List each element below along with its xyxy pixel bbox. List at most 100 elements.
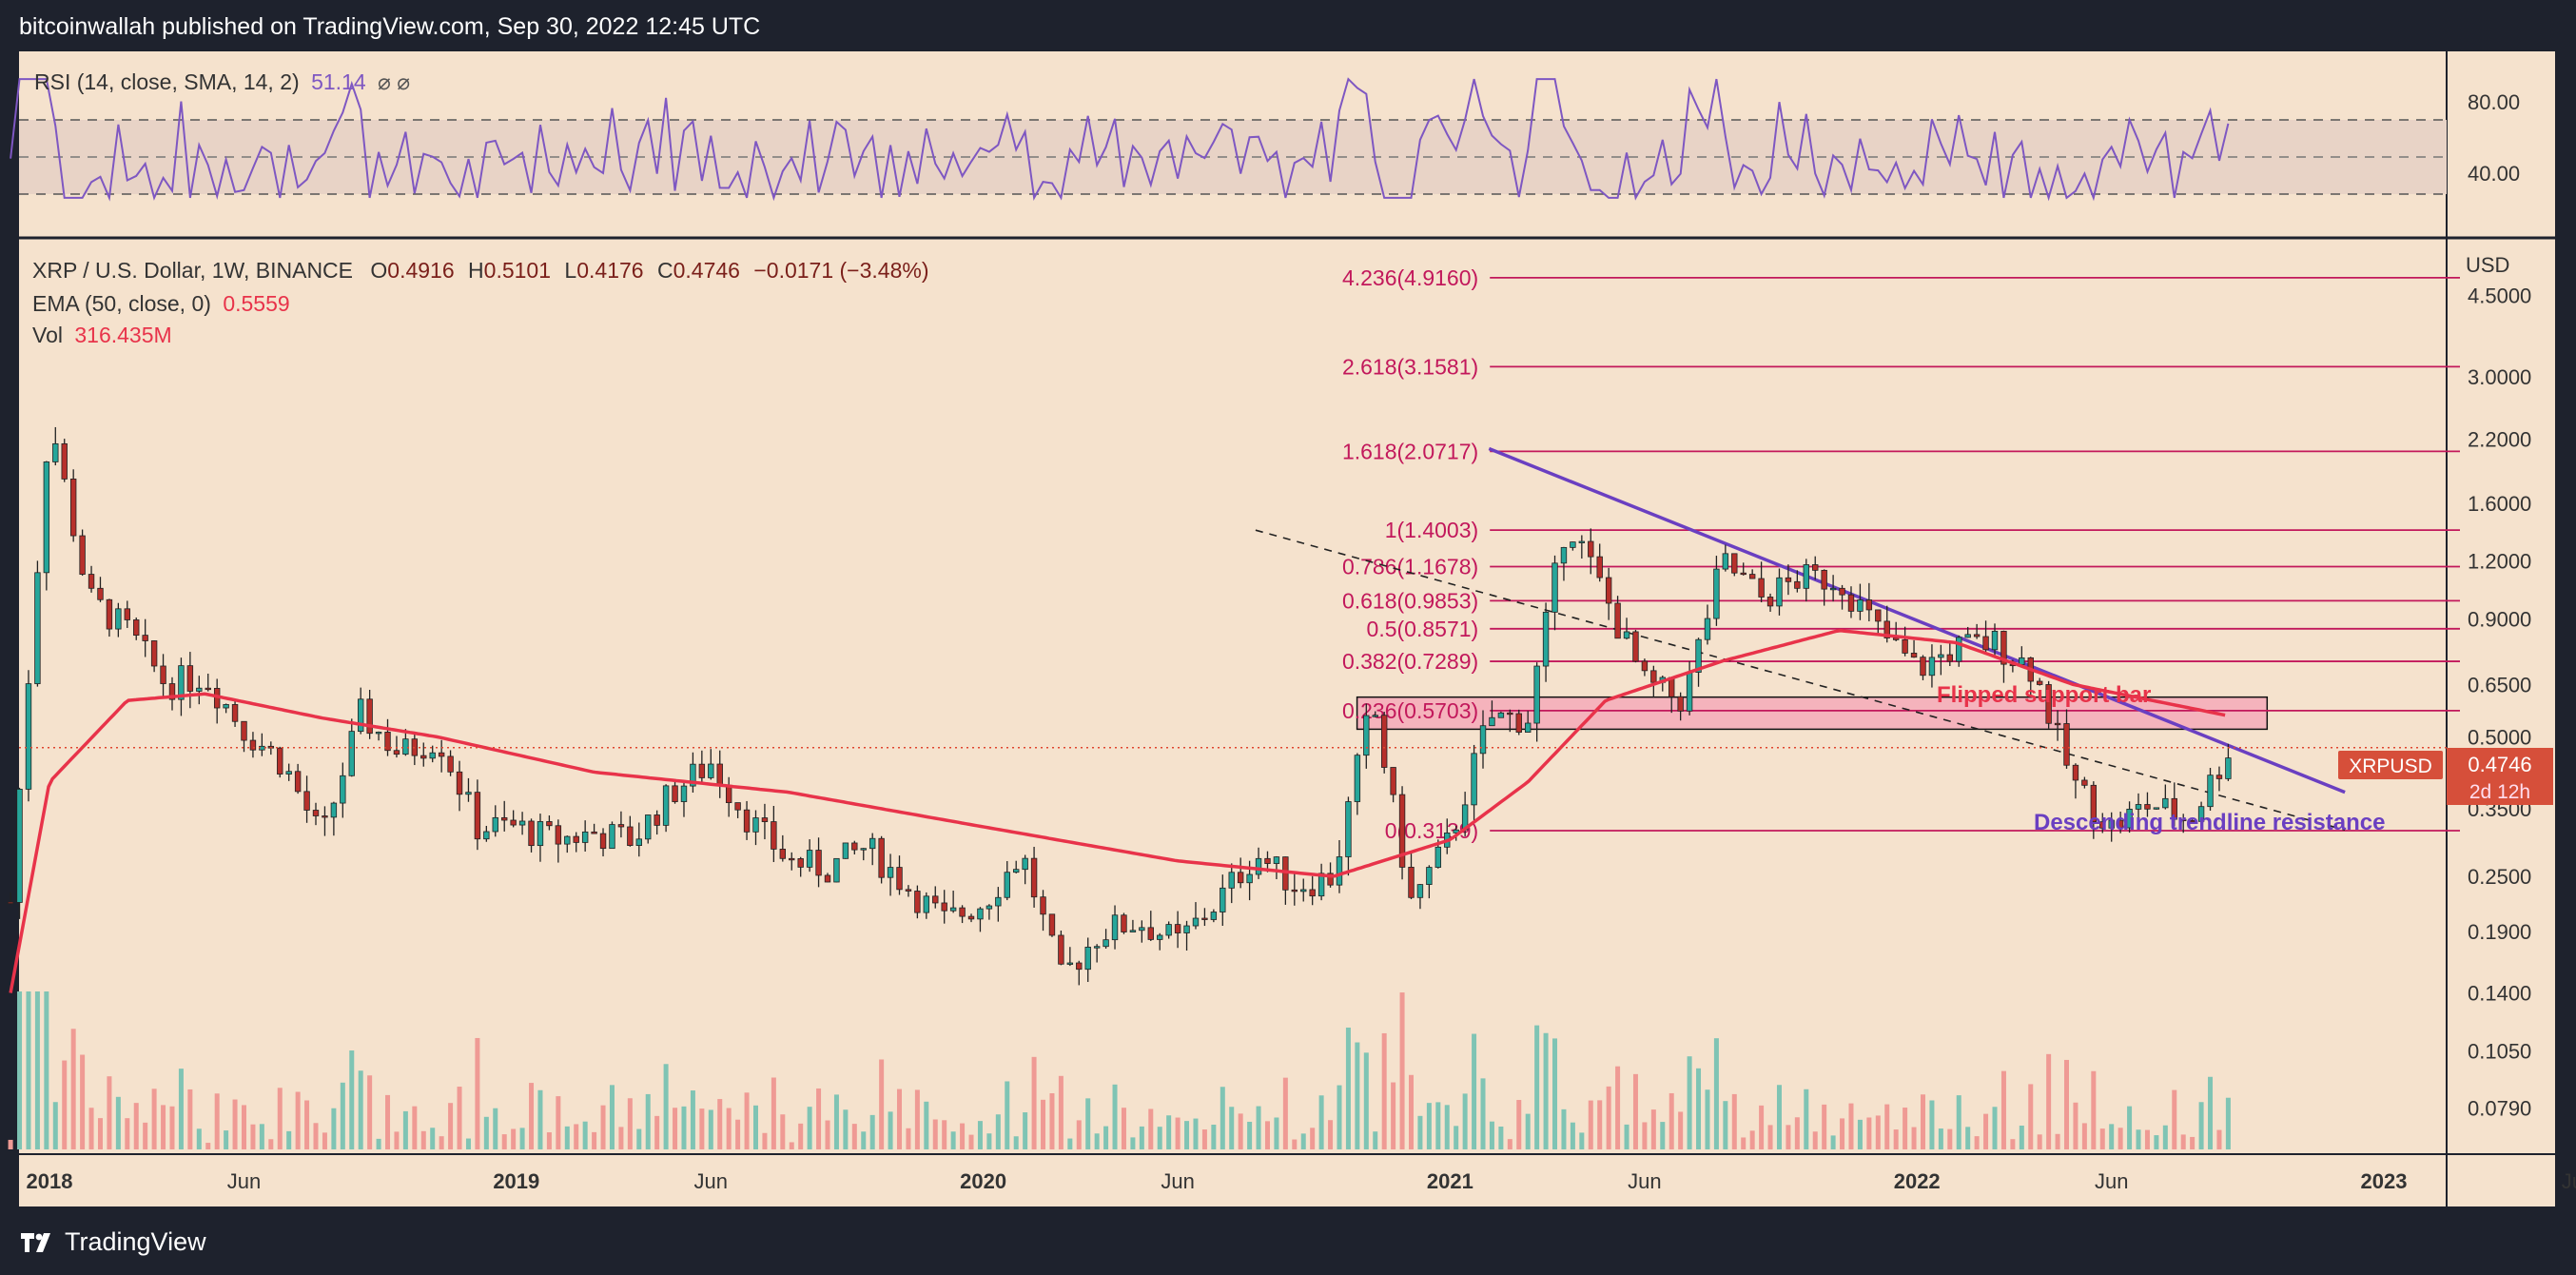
- price-tick: 0.9000: [2468, 608, 2531, 632]
- time-tick: Jun: [227, 1169, 261, 1193]
- ohlc-c-label: C: [657, 258, 673, 283]
- volume-bar: [1786, 1125, 1791, 1149]
- ohlc-change: −0.0171 (−3.48%): [753, 258, 928, 283]
- vol-legend-label: Vol: [32, 323, 63, 347]
- candle-body: [249, 739, 257, 751]
- volume-bar: [52, 1102, 58, 1149]
- volume-bar: [1426, 1103, 1432, 1149]
- candle-body: [662, 785, 670, 826]
- candle-body: [833, 857, 840, 883]
- volume-bar: [556, 1096, 561, 1149]
- candle-body: [842, 842, 849, 859]
- candle-body: [2045, 684, 2052, 724]
- volume-bar: [62, 1060, 68, 1149]
- volume-bar: [879, 1059, 885, 1149]
- candle-body: [1902, 638, 1908, 654]
- ema-legend[interactable]: EMA (50, close, 0) 0.5559: [32, 291, 290, 316]
- volume-bar: [2064, 1059, 2070, 1149]
- candle-body: [1246, 873, 1253, 884]
- volume-bar: [196, 1128, 202, 1149]
- tradingview-logo-icon: [21, 1232, 50, 1252]
- candle-body: [1821, 569, 1827, 590]
- time-tick: 2021: [1427, 1169, 1473, 1193]
- volume-bar: [1112, 1084, 1118, 1149]
- candle-body: [160, 665, 166, 684]
- candle-body: [115, 608, 122, 630]
- candle-body: [1093, 946, 1101, 949]
- candle-body: [1766, 597, 1774, 607]
- candle-body: [1309, 889, 1316, 897]
- candle-body: [1237, 872, 1244, 884]
- fib-label: 0.786(1.1678): [1342, 554, 1478, 579]
- candle-body: [1641, 660, 1649, 672]
- volume-bar: [1444, 1105, 1450, 1149]
- candle-body: [456, 771, 463, 795]
- volume-bar: [1884, 1104, 1890, 1149]
- volume-bar: [1848, 1103, 1854, 1149]
- volume-bar: [1749, 1130, 1755, 1149]
- volume-bar: [1812, 1131, 1818, 1149]
- time-tick: Jun: [694, 1169, 728, 1193]
- candle-body: [2197, 806, 2205, 822]
- candle-body: [2000, 630, 2007, 665]
- rsi-legend-value: 51.14: [311, 69, 366, 94]
- fib-label: 0.5(0.8571): [1367, 617, 1479, 641]
- volume-bar: [771, 1077, 776, 1149]
- volume-bar: [1391, 1082, 1396, 1149]
- candle-body: [231, 704, 239, 722]
- candle-body: [1883, 620, 1890, 638]
- volume-bar: [412, 1106, 418, 1149]
- candle-body: [1614, 602, 1621, 639]
- volume-bar: [1822, 1104, 1827, 1149]
- candle-body: [7, 901, 14, 905]
- volume-bar: [242, 1105, 246, 1149]
- volume-bar: [1409, 1074, 1414, 1149]
- candle-body: [789, 857, 795, 861]
- volume-bar: [1005, 1081, 1010, 1149]
- price-tick: 1.6000: [2468, 492, 2531, 516]
- volume-bar: [1085, 1098, 1091, 1149]
- volume-bar: [950, 1131, 956, 1149]
- price-tick: 0.2500: [2468, 865, 2531, 889]
- candle-body: [518, 820, 526, 826]
- candle-body: [465, 792, 472, 795]
- volume-bar: [1525, 1113, 1531, 1149]
- candle-body: [698, 763, 706, 778]
- rsi-legend[interactable]: RSI (14, close, SMA, 14, 2) 51.14 ⌀ ⌀: [34, 69, 410, 94]
- candle-body: [635, 838, 642, 846]
- volume-bar: [968, 1134, 974, 1149]
- volume-bar: [645, 1093, 651, 1149]
- vol-legend[interactable]: Vol 316.435M: [32, 323, 172, 347]
- candle-body: [1201, 917, 1208, 920]
- time-axis-ticks[interactable]: 2018 Jun 2019 Jun 2020 Jun 2021 Jun 2022 Jun 2023 J…: [27, 1169, 2576, 1193]
- publisher-bar: bitcoinwallah published on TradingView.c…: [0, 0, 2576, 51]
- candle-body: [868, 837, 876, 850]
- volume-bar: [1965, 1127, 1971, 1149]
- volume-bar: [483, 1116, 489, 1149]
- volume-bar: [744, 1092, 750, 1149]
- price-axis-ticks[interactable]: 4.5000 3.0000 2.2000 1.6000 1.2000 0.9000 0.65…: [2468, 284, 2531, 1121]
- last-price-badge: [2447, 748, 2553, 805]
- volume-bar: [1399, 992, 1405, 1149]
- volume-bar: [1956, 1095, 1961, 1149]
- candle-body: [1022, 857, 1028, 871]
- volume-bar: [2225, 1097, 2231, 1149]
- tradingview-logo[interactable]: TradingView: [19, 1227, 206, 1257]
- candle-body: [2126, 808, 2133, 829]
- candle-body: [1686, 672, 1693, 712]
- candle-body: [1973, 634, 1981, 638]
- candle-body: [1740, 572, 1747, 576]
- volume-bar: [1660, 1122, 1666, 1149]
- volume-bar: [1840, 1118, 1845, 1149]
- candle-body: [285, 771, 292, 775]
- volume-bar: [232, 1099, 238, 1149]
- volume-bar: [277, 1088, 283, 1149]
- volume-bar: [1507, 1139, 1512, 1149]
- candle-body: [52, 442, 59, 462]
- volume-bar: [663, 1064, 669, 1149]
- rsi-legend-hidden-icons[interactable]: ⌀ ⌀: [378, 69, 410, 94]
- candle-body: [150, 640, 158, 667]
- symbol-legend[interactable]: XRP / U.S. Dollar, 1W, BINANCE O0.4916 H…: [32, 258, 928, 283]
- volume-bar: [627, 1098, 633, 1149]
